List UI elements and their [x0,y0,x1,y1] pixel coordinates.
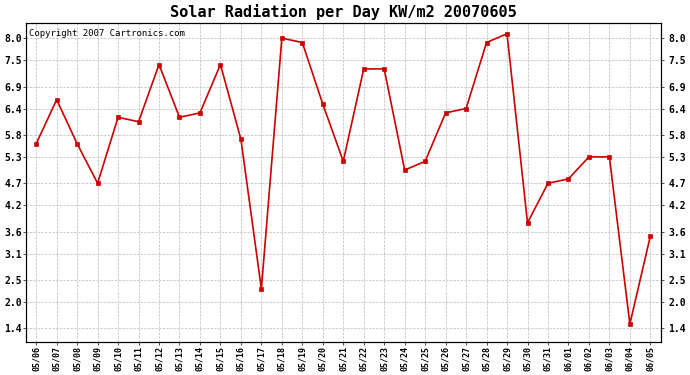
Text: Copyright 2007 Cartronics.com: Copyright 2007 Cartronics.com [29,29,185,38]
Title: Solar Radiation per Day KW/m2 20070605: Solar Radiation per Day KW/m2 20070605 [170,4,517,20]
